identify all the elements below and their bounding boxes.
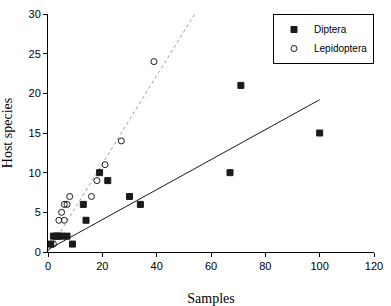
- svg-text:30: 30: [29, 8, 41, 20]
- svg-text:Samples: Samples: [187, 291, 234, 306]
- svg-text:120: 120: [365, 260, 383, 272]
- svg-text:20: 20: [29, 87, 41, 99]
- svg-text:0: 0: [45, 260, 51, 272]
- svg-text:10: 10: [29, 167, 41, 179]
- svg-text:100: 100: [310, 260, 328, 272]
- svg-text:Host species: Host species: [0, 98, 15, 168]
- svg-text:0: 0: [35, 246, 41, 258]
- svg-text:Lepidoptera: Lepidoptera: [314, 43, 367, 54]
- svg-text:Diptera: Diptera: [314, 24, 347, 35]
- svg-text:80: 80: [259, 260, 271, 272]
- svg-text:20: 20: [96, 260, 108, 272]
- svg-text:40: 40: [151, 260, 163, 272]
- svg-text:60: 60: [205, 260, 217, 272]
- svg-text:15: 15: [29, 127, 41, 139]
- svg-text:5: 5: [35, 206, 41, 218]
- svg-text:25: 25: [29, 48, 41, 60]
